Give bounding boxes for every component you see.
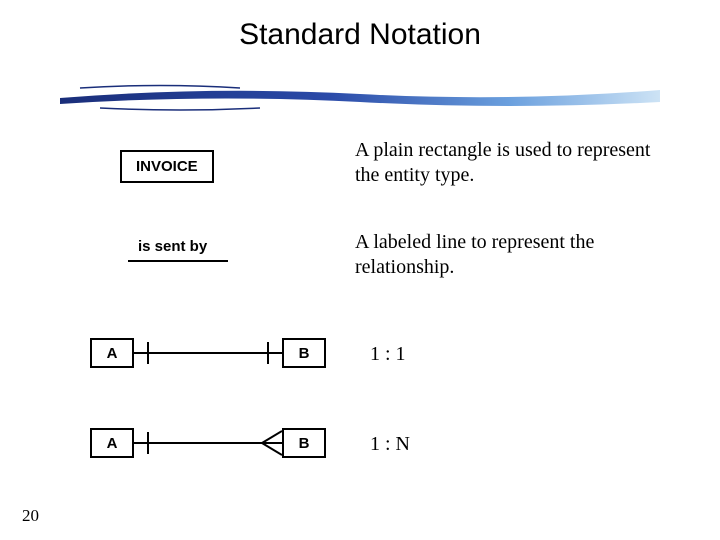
page-number: 20 bbox=[22, 506, 39, 526]
entity-box-invoice: INVOICE bbox=[120, 150, 214, 183]
entity-description: A plain rectangle is used to represent t… bbox=[355, 138, 675, 188]
page-title: Standard Notation bbox=[0, 0, 720, 52]
decorative-swoosh bbox=[60, 80, 660, 120]
entity-box-b-1: B bbox=[282, 338, 326, 368]
entity-box-a-1: A bbox=[90, 338, 134, 368]
entity-box-a-2: A bbox=[90, 428, 134, 458]
relationship-label: is sent by bbox=[138, 238, 207, 255]
relationship-description: A labeled line to represent the relation… bbox=[355, 230, 685, 280]
connector-one-to-many bbox=[134, 426, 282, 460]
relationship-line bbox=[128, 260, 228, 262]
cardinality-notation-2: 1 : N bbox=[370, 432, 410, 457]
cardinality-notation-1: 1 : 1 bbox=[370, 342, 406, 367]
entity-box-b-2: B bbox=[282, 428, 326, 458]
connector-one-to-one bbox=[134, 336, 282, 370]
